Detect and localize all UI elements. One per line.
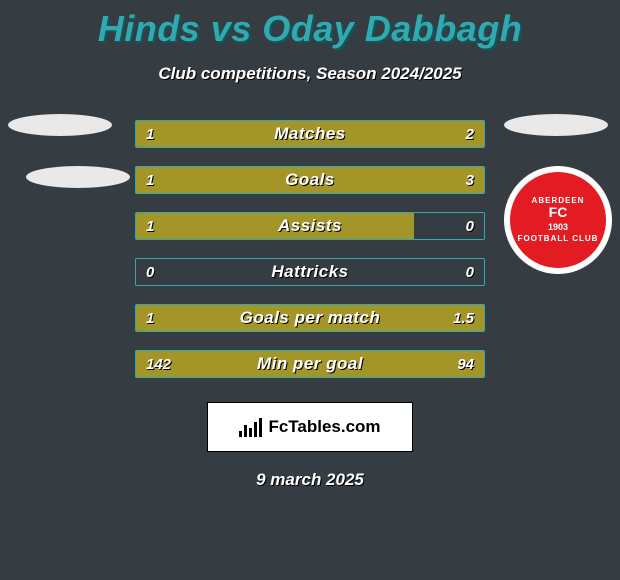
page-title: Hinds vs Oday Dabbagh	[0, 0, 620, 50]
date-label: 9 march 2025	[0, 470, 620, 490]
bar-list: 12Matches 13Goals 10Assists 00Hattricks 11.5…	[135, 120, 485, 378]
bar-label: Goals per match	[136, 305, 484, 331]
bar-chart-icon	[239, 418, 262, 437]
bar-row: 13Goals	[135, 166, 485, 194]
ellipse-icon	[504, 114, 608, 136]
bar-label: Assists	[136, 213, 484, 239]
bar-label: Min per goal	[136, 351, 484, 377]
ellipse-icon	[8, 114, 112, 136]
club-year: 1903	[548, 223, 568, 233]
bar-row: 11.5Goals per match	[135, 304, 485, 332]
bar-row: 10Assists	[135, 212, 485, 240]
player-left-placeholder	[8, 114, 130, 218]
brand-text: FcTables.com	[268, 417, 380, 437]
subtitle: Club competitions, Season 2024/2025	[0, 64, 620, 84]
player-right-placeholder: ABERDEEN FC 1903 FOOTBALL CLUB	[504, 114, 612, 274]
club-badge-right: ABERDEEN FC 1903 FOOTBALL CLUB	[504, 166, 612, 274]
ellipse-icon	[26, 166, 130, 188]
bar-row: 00Hattricks	[135, 258, 485, 286]
bar-label: Matches	[136, 121, 484, 147]
club-initials: FC	[549, 205, 568, 220]
comparison-chart: ABERDEEN FC 1903 FOOTBALL CLUB 12Matches…	[0, 120, 620, 378]
bar-label: Goals	[136, 167, 484, 193]
bar-row: 12Matches	[135, 120, 485, 148]
bar-row: 14294Min per goal	[135, 350, 485, 378]
brand-logo: FcTables.com	[207, 402, 413, 452]
club-name-bottom: FOOTBALL CLUB	[518, 235, 599, 244]
bar-label: Hattricks	[136, 259, 484, 285]
